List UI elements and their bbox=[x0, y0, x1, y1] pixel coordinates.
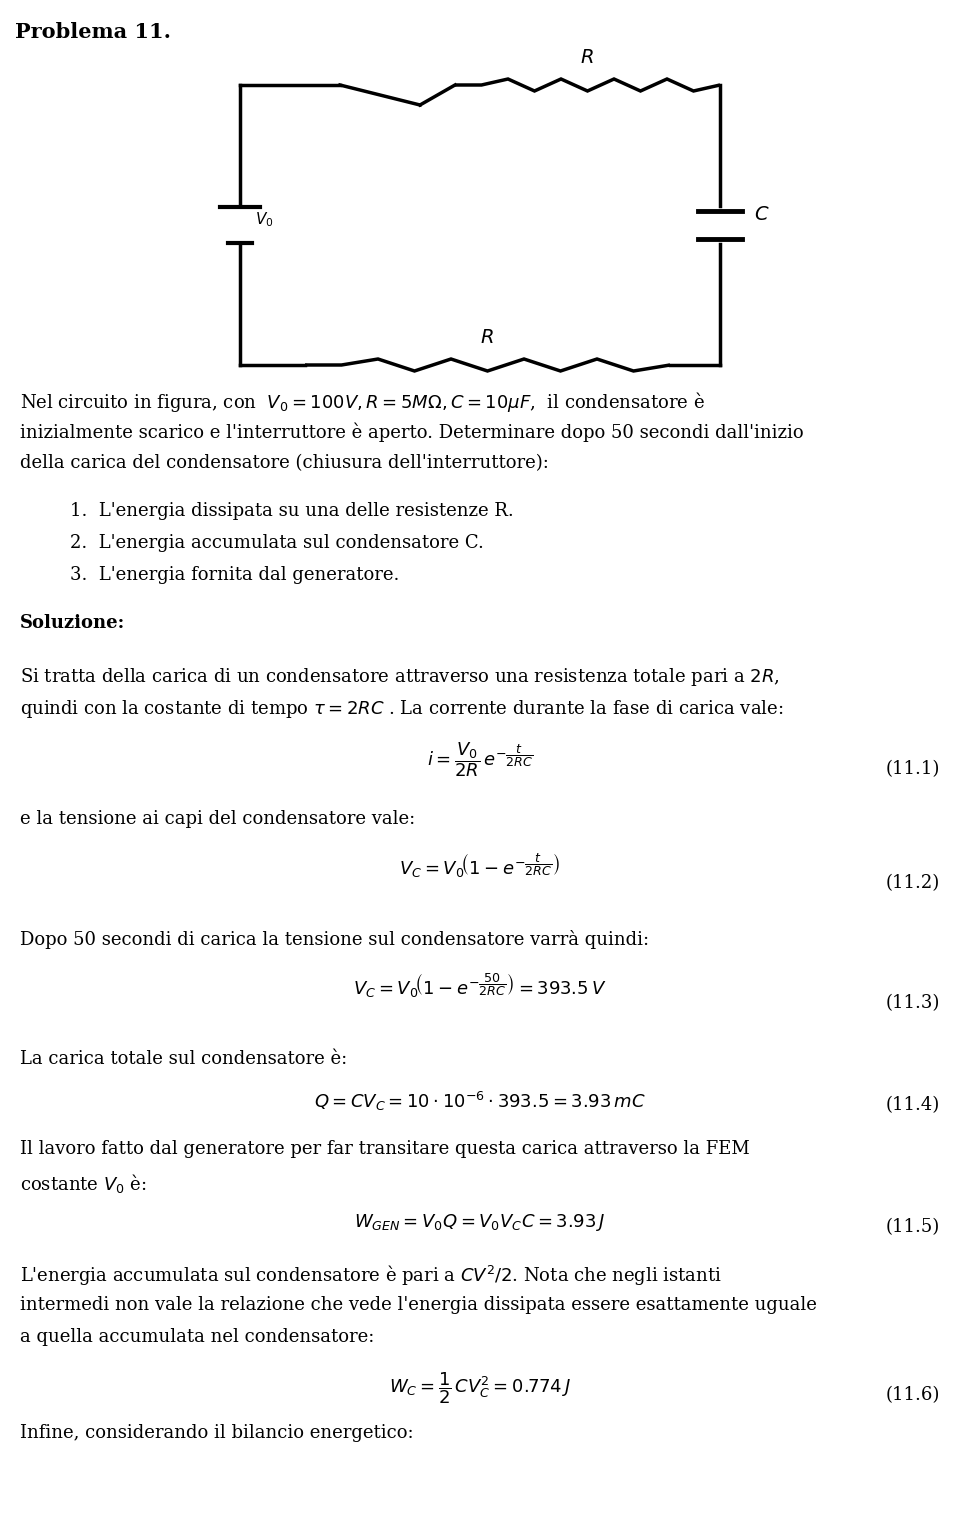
Text: intermedi non vale la relazione che vede l'energia dissipata essere esattamente : intermedi non vale la relazione che vede… bbox=[20, 1296, 817, 1315]
Text: (11.1): (11.1) bbox=[886, 760, 940, 777]
Text: Dopo 50 secondi di carica la tensione sul condensatore varrà quindi:: Dopo 50 secondi di carica la tensione su… bbox=[20, 930, 649, 948]
Text: $i = \dfrac{V_0}{2R}\, e^{-\dfrac{t}{2RC}}$: $i = \dfrac{V_0}{2R}\, e^{-\dfrac{t}{2RC… bbox=[427, 741, 533, 779]
Text: C: C bbox=[754, 206, 768, 224]
Text: Il lavoro fatto dal generatore per far transitare questa carica attraverso la FE: Il lavoro fatto dal generatore per far t… bbox=[20, 1141, 750, 1157]
Text: Soluzione:: Soluzione: bbox=[20, 614, 125, 632]
Text: a quella accumulata nel condensatore:: a quella accumulata nel condensatore: bbox=[20, 1328, 374, 1345]
Text: (11.6): (11.6) bbox=[886, 1387, 940, 1403]
Text: Si tratta della carica di un condensatore attraverso una resistenza totale pari : Si tratta della carica di un condensator… bbox=[20, 666, 780, 689]
Text: quindi con la costante di tempo $\tau = 2RC$ . La corrente durante la fase di ca: quindi con la costante di tempo $\tau = … bbox=[20, 698, 783, 721]
Text: costante $V_0$ è:: costante $V_0$ è: bbox=[20, 1173, 147, 1196]
Text: $Q = CV_C = 10 \cdot 10^{-6} \cdot 393.5 = 3.93\,mC$: $Q = CV_C = 10 \cdot 10^{-6} \cdot 393.5… bbox=[314, 1090, 646, 1113]
Text: R: R bbox=[481, 328, 494, 347]
Text: 1.  L'energia dissipata su una delle resistenze R.: 1. L'energia dissipata su una delle resi… bbox=[70, 502, 514, 521]
Text: $W_{GEN} = V_0 Q = V_0 V_C C = 3.93\,J$: $W_{GEN} = V_0 Q = V_0 V_C C = 3.93\,J$ bbox=[354, 1212, 606, 1232]
Text: della carica del condensatore (chiusura dell'interruttore):: della carica del condensatore (chiusura … bbox=[20, 454, 549, 472]
Text: 3.  L'energia fornita dal generatore.: 3. L'energia fornita dal generatore. bbox=[70, 567, 399, 583]
Text: La carica totale sul condensatore è:: La carica totale sul condensatore è: bbox=[20, 1051, 348, 1067]
Text: 2.  L'energia accumulata sul condensatore C.: 2. L'energia accumulata sul condensatore… bbox=[70, 534, 484, 551]
Text: Infine, considerando il bilancio energetico:: Infine, considerando il bilancio energet… bbox=[20, 1425, 414, 1441]
Text: L'energia accumulata sul condensatore è pari a $CV^2/2$. Nota che negli istanti: L'energia accumulata sul condensatore è … bbox=[20, 1264, 722, 1289]
Text: R: R bbox=[581, 47, 594, 67]
Text: (11.4): (11.4) bbox=[886, 1096, 940, 1115]
Text: (11.5): (11.5) bbox=[886, 1219, 940, 1235]
Text: Problema 11.: Problema 11. bbox=[15, 21, 171, 43]
Text: $V_C = V_0\!\left(1 - e^{-\dfrac{50}{2RC}}\right) = 393.5\,V$: $V_C = V_0\!\left(1 - e^{-\dfrac{50}{2RC… bbox=[353, 973, 607, 1000]
Text: (11.3): (11.3) bbox=[886, 994, 940, 1012]
Text: Nel circuito in figura, con  $V_0 = 100V, R = 5M\Omega, C = 10\mu F$,  il conden: Nel circuito in figura, con $V_0 = 100V,… bbox=[20, 389, 705, 414]
Text: (11.2): (11.2) bbox=[886, 873, 940, 892]
Text: e la tensione ai capi del condensatore vale:: e la tensione ai capi del condensatore v… bbox=[20, 809, 416, 828]
Text: $V_C = V_0\!\left(1 - e^{-\dfrac{t}{2RC}}\right)$: $V_C = V_0\!\left(1 - e^{-\dfrac{t}{2RC}… bbox=[399, 852, 561, 881]
Text: $W_C = \dfrac{1}{2}\,CV_C^2 = 0.774\,J$: $W_C = \dfrac{1}{2}\,CV_C^2 = 0.774\,J$ bbox=[389, 1370, 571, 1406]
Text: inizialmente scarico e l'interruttore è aperto. Determinare dopo 50 secondi dall: inizialmente scarico e l'interruttore è … bbox=[20, 421, 804, 441]
Text: $V_0$: $V_0$ bbox=[255, 211, 274, 229]
